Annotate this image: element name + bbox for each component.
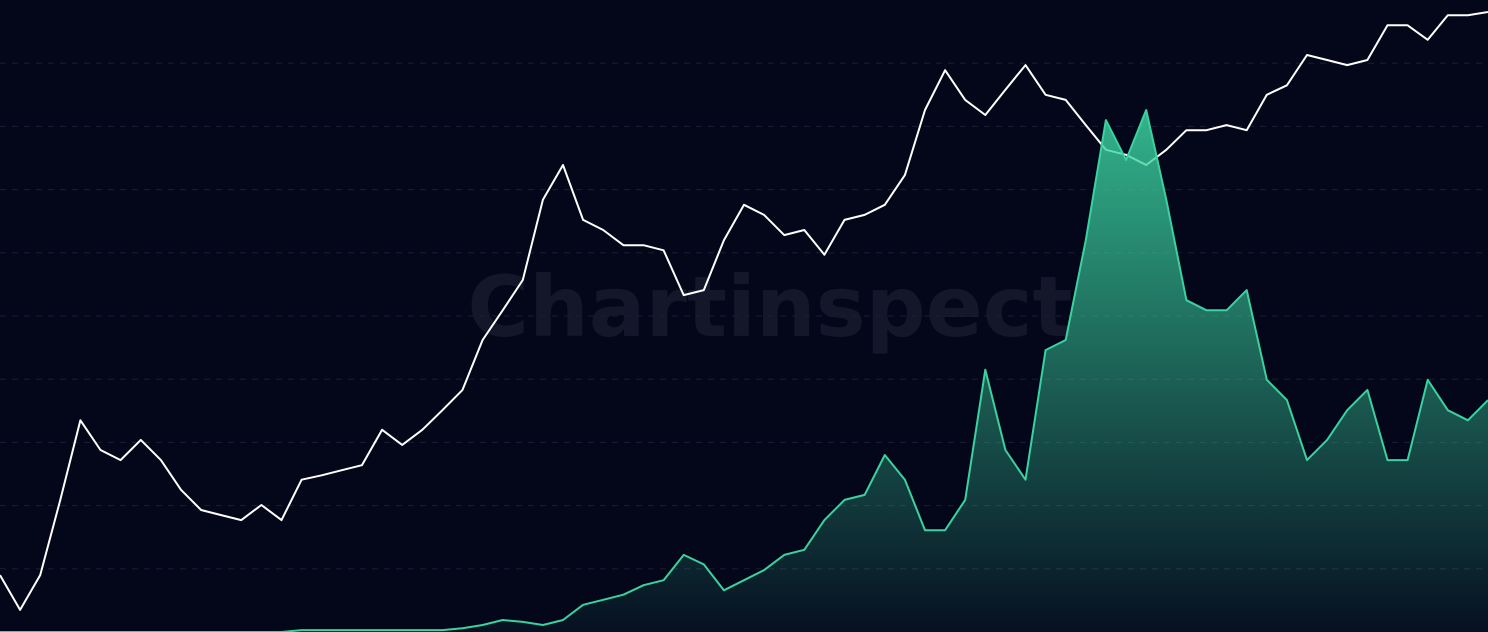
series-line (0, 109, 1488, 632)
series-line (0, 11, 1488, 611)
watermark: Chartinspect (467, 258, 1072, 356)
area (0, 110, 1488, 632)
